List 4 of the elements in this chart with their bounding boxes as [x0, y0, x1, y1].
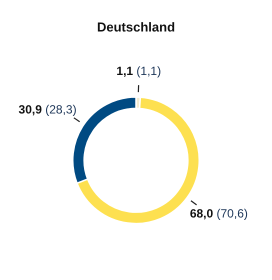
data-label: 30,9 (28,3) [18, 102, 77, 117]
data-label: 68,0 (70,6) [190, 206, 248, 220]
chart-title: Deutschland [96, 19, 176, 34]
data-label: 1,1 (1,1) [116, 64, 162, 78]
